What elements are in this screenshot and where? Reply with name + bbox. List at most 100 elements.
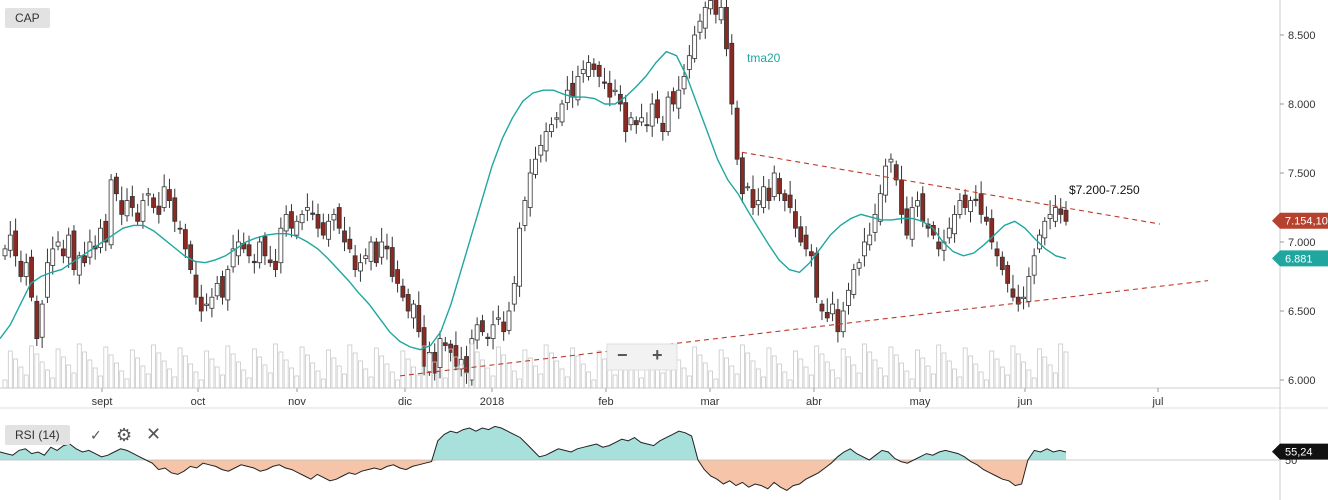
volume-bar	[676, 359, 682, 389]
candle-body	[671, 91, 676, 105]
volume-bar	[379, 355, 385, 389]
volume-bar	[596, 350, 602, 389]
volume-bar	[909, 378, 915, 389]
candle-body	[607, 82, 613, 98]
volume-bar	[1005, 374, 1011, 389]
volume-bar	[527, 357, 533, 389]
volume-bar	[777, 363, 782, 389]
candle-body	[511, 282, 517, 305]
candle-body	[103, 220, 109, 243]
volume-bar	[320, 378, 326, 389]
candle-body	[119, 200, 125, 215]
volume-bar	[177, 347, 183, 389]
volume-bar	[718, 349, 724, 389]
candle-body	[798, 226, 804, 243]
candle-body	[999, 256, 1005, 270]
volume-bar	[373, 347, 379, 389]
candle-body	[835, 309, 841, 333]
candle-body	[665, 96, 671, 132]
x-tick-label: abr	[806, 396, 822, 408]
zoom-out-button[interactable]: −	[617, 345, 628, 365]
volume-bar	[872, 359, 878, 389]
candle-body	[60, 248, 66, 257]
rsi-badge: RSI (14)	[5, 425, 70, 445]
candle-body	[1052, 207, 1058, 222]
volume-bar	[708, 370, 713, 389]
volume-bar	[60, 356, 66, 389]
volume-bar	[660, 372, 666, 389]
volume-bar	[559, 368, 565, 389]
volume-bar	[984, 379, 989, 389]
volume-bar	[1052, 372, 1058, 389]
candle-body	[639, 117, 644, 123]
candle-body	[140, 200, 146, 222]
candle-body	[310, 212, 316, 215]
candle-body	[257, 241, 263, 264]
volume-bar	[220, 374, 225, 389]
candle-body	[1015, 296, 1021, 305]
last-price-tag	[1272, 212, 1328, 229]
volume-bar	[1063, 351, 1069, 389]
y-tick-label: 8.500	[1288, 30, 1316, 42]
gear-icon[interactable]: ⚙	[116, 425, 133, 445]
volume-bar	[161, 360, 167, 389]
x-tick-label: jul	[1151, 396, 1163, 408]
candle-body	[660, 122, 666, 132]
volume-bar	[936, 344, 942, 389]
volume-bar	[13, 358, 19, 389]
candle-body	[251, 260, 257, 264]
volume-bar	[257, 356, 263, 389]
volume-bar	[1015, 353, 1021, 389]
volume-bar	[570, 347, 576, 389]
zoom-in-button[interactable]: +	[652, 345, 663, 365]
volume-bar	[856, 372, 862, 389]
rsi-value-tag	[1272, 443, 1328, 460]
volume-bar	[140, 365, 146, 389]
volume-bar	[692, 346, 698, 389]
symbol-badge: CAP	[5, 8, 50, 28]
volume-bar	[522, 349, 528, 389]
volume-bar	[915, 349, 920, 389]
volume-bar	[830, 369, 835, 389]
volume-bar	[421, 345, 427, 389]
candle-body	[527, 172, 533, 208]
rsi-oversold-fill	[0, 460, 1066, 491]
volume-bar	[299, 346, 305, 389]
close-icon[interactable]: ✕	[146, 424, 162, 444]
lower-trendline	[399, 280, 1209, 377]
volume-bar	[273, 343, 278, 389]
volume-bar	[538, 373, 544, 389]
candle-body	[543, 131, 549, 152]
volume-bar	[580, 363, 586, 389]
volume-bar	[681, 367, 687, 389]
candle-body	[793, 211, 798, 229]
volume-bar	[602, 358, 607, 389]
price-annotation: $7.200-7.250	[1069, 183, 1140, 197]
volume-bar	[925, 365, 931, 389]
candle-body	[480, 320, 485, 333]
candle-body	[877, 193, 883, 222]
candle-body	[580, 69, 586, 75]
candle-body	[66, 234, 72, 258]
volume-bar	[639, 377, 644, 389]
candle-body	[575, 76, 581, 101]
volume-bar	[114, 362, 119, 389]
volume-bar	[564, 376, 570, 389]
candle-body	[1047, 213, 1053, 219]
volume-bar	[994, 358, 1000, 389]
candle-body	[713, 0, 719, 15]
volume-bar	[76, 343, 82, 389]
volume-bar	[283, 359, 289, 389]
candle-body	[453, 345, 459, 367]
candle-body	[299, 213, 305, 224]
candle-body	[114, 176, 119, 195]
volume-bar	[533, 365, 538, 389]
volume-bar	[262, 364, 268, 389]
candle-body	[739, 157, 745, 195]
candle-body	[246, 244, 252, 257]
candle-body	[204, 303, 209, 306]
candle-body	[490, 324, 496, 339]
volume-bar	[782, 371, 788, 389]
candle-body	[692, 34, 698, 59]
check-icon[interactable]: ✓	[90, 427, 102, 443]
